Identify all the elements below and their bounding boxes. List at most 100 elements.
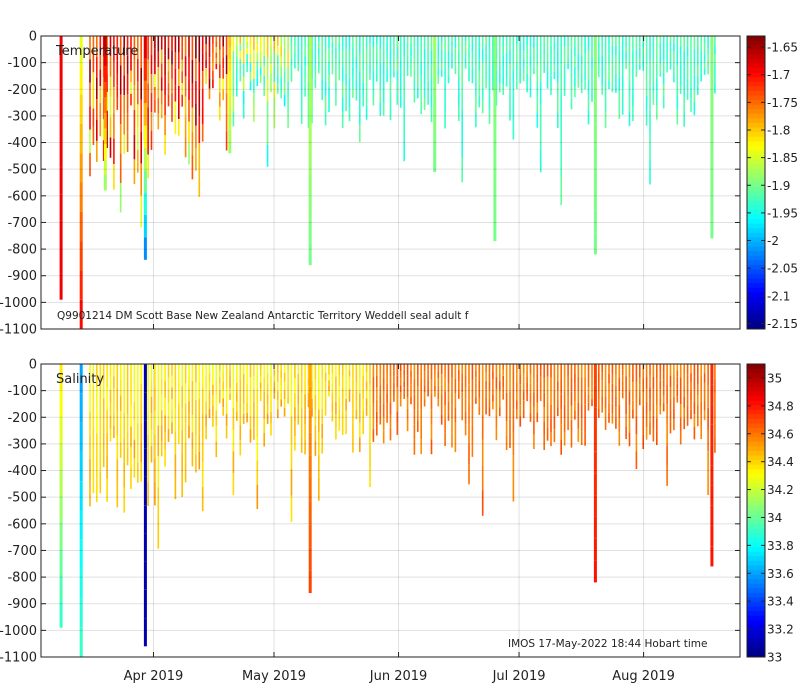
profile-segment	[205, 76, 207, 84]
profile-segment	[126, 113, 129, 133]
profile-segment	[526, 83, 528, 93]
profile-segment	[331, 373, 334, 384]
profile-segment	[618, 105, 621, 119]
profile-segment	[574, 66, 576, 77]
profile-segment	[311, 94, 313, 109]
profile-segment	[389, 427, 392, 441]
profile-segment	[686, 394, 689, 406]
profile-segment	[369, 405, 371, 426]
profile-segment	[611, 364, 614, 374]
profile-segment	[184, 423, 187, 443]
profile-segment	[365, 50, 368, 64]
profile-bar	[79, 539, 83, 570]
profile-segment	[406, 420, 409, 432]
profile-segment	[311, 79, 313, 95]
profile-segment	[481, 36, 484, 49]
profile-segment	[123, 487, 125, 513]
profile-segment	[113, 413, 115, 426]
profile-segment	[546, 53, 549, 63]
profile-segment	[263, 46, 265, 56]
profile-segment	[178, 52, 180, 70]
profile-segment	[574, 410, 576, 420]
profile-bar	[103, 128, 107, 145]
profile-segment	[348, 64, 351, 79]
profile-segment	[256, 484, 259, 509]
colorbar-segment	[747, 624, 765, 630]
profile-segment	[499, 390, 501, 399]
profile-segment	[649, 387, 651, 400]
profile-segment	[369, 50, 371, 58]
colorbar-segment	[747, 155, 765, 161]
profile-bar	[308, 409, 312, 433]
profile-segment	[338, 397, 341, 409]
profile-segment	[615, 83, 617, 93]
profile-segment	[584, 418, 586, 433]
profile-segment	[362, 94, 364, 107]
profile-segment	[707, 61, 709, 68]
profile-segment	[567, 58, 569, 64]
profile-segment	[280, 371, 282, 379]
profile-segment	[304, 66, 306, 77]
profile-segment	[359, 124, 361, 143]
profile-bar	[493, 36, 497, 57]
profile-segment	[96, 57, 98, 78]
profile-segment	[502, 364, 504, 370]
profile-segment	[352, 46, 354, 57]
profile-segment	[485, 389, 487, 398]
profile-segment	[242, 91, 245, 105]
profile-segment	[259, 388, 262, 395]
profile-segment	[440, 374, 443, 385]
profile-segment	[249, 36, 252, 45]
profile-segment	[160, 394, 163, 411]
profile-segment	[181, 36, 183, 48]
profile-segment	[300, 423, 303, 438]
colorbar-segment	[747, 602, 765, 608]
colorbar-tick-label: -1.7	[767, 68, 790, 82]
profile-segment	[270, 399, 272, 412]
profile-segment	[707, 451, 709, 474]
profile-segment	[584, 62, 586, 72]
profile-segment	[577, 428, 580, 442]
profile-segment	[154, 99, 156, 113]
profile-segment	[89, 59, 91, 83]
profile-segment	[116, 411, 119, 436]
profile-segment	[236, 56, 238, 67]
y-tick-label: -200	[7, 83, 37, 98]
profile-segment	[598, 70, 600, 78]
profile-segment	[300, 364, 303, 379]
profile-segment	[570, 36, 573, 49]
colorbar-segment	[747, 209, 765, 215]
profile-bar	[79, 94, 83, 124]
profile-segment	[430, 64, 433, 79]
profile-segment	[492, 401, 494, 410]
profile-segment	[236, 373, 238, 383]
profile-bar	[143, 448, 147, 477]
colorbar-segment	[747, 122, 765, 128]
profile-segment	[550, 55, 552, 66]
profile-segment	[294, 57, 296, 64]
profile-segment	[666, 404, 668, 425]
profile-segment	[488, 398, 491, 408]
colorbar-segment	[747, 400, 765, 406]
profile-segment	[283, 94, 286, 107]
profile-segment	[355, 391, 358, 401]
colorbar-segment	[747, 409, 765, 415]
annotation-text: IMOS 17-May-2022 18:44 Hobart time	[508, 638, 707, 650]
profile-segment	[116, 73, 119, 86]
profile-segment	[533, 364, 535, 379]
profile-segment	[703, 373, 706, 383]
profile-segment	[580, 36, 583, 46]
profile-segment	[96, 119, 98, 141]
profile-segment	[219, 64, 221, 79]
profile-segment	[598, 49, 600, 57]
profile-segment	[645, 401, 648, 415]
profile-segment	[215, 364, 218, 380]
profile-segment	[113, 364, 115, 377]
profile-segment	[321, 408, 323, 424]
profile-segment	[686, 78, 689, 90]
profile-segment	[481, 48, 484, 62]
profile-segment	[338, 408, 341, 420]
profile-segment	[92, 471, 95, 494]
profile-segment	[174, 431, 177, 455]
profile-segment	[273, 51, 276, 67]
